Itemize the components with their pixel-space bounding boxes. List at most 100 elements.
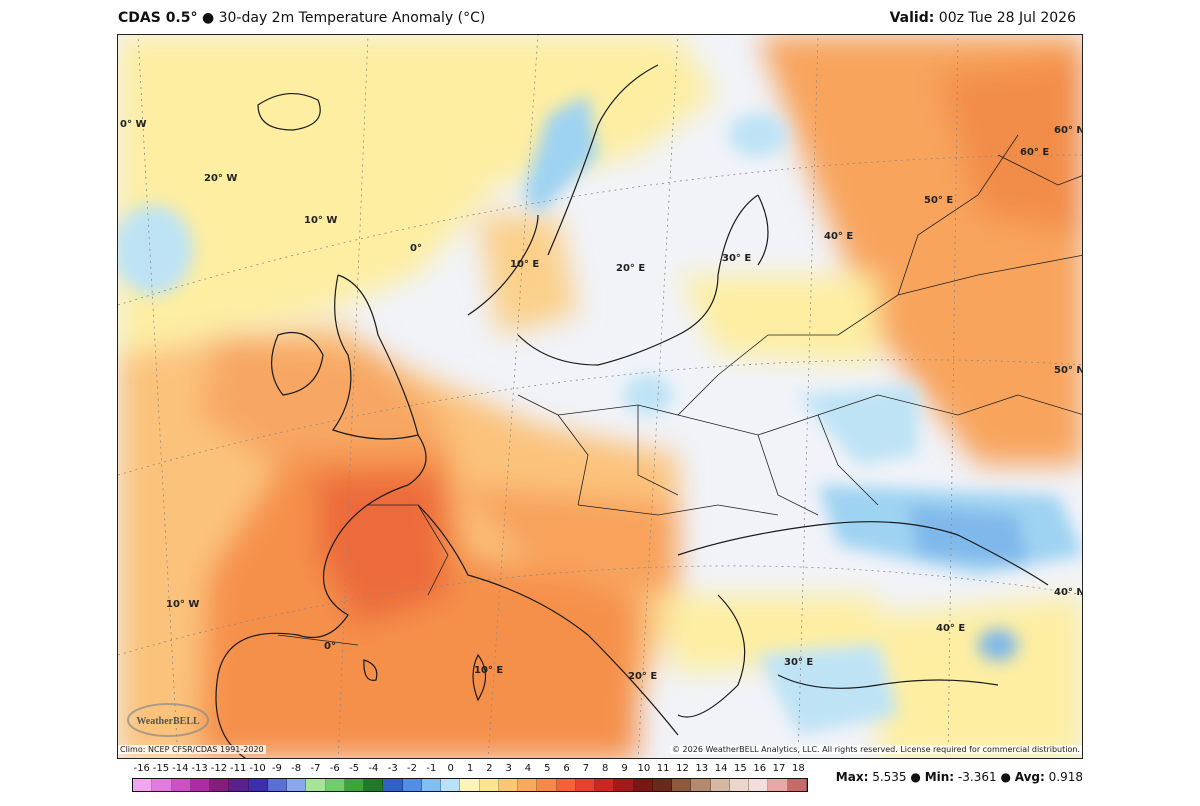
valid-time: Valid: 00z Tue 28 Jul 2026 [890,10,1076,26]
min-value: -3.361 [957,770,997,784]
lat-label: 40° N [1054,587,1083,598]
lon-label: 20° E [616,263,646,274]
colorbar-swatch [479,779,499,791]
valid-time-value: 00z Tue 28 Jul 2026 [938,10,1076,26]
anomaly-shading [118,35,1082,758]
colorbar-swatch [152,779,172,791]
colorbar-tick-label: -5 [349,763,360,774]
colorbar-tick-label: 2 [486,763,493,774]
logo-text: WeatherBELL [136,716,200,727]
lon-label: 60° E [1020,147,1050,158]
anomaly-map: 0° W 20° W 10° W 0° 10° E 20° E 30° E 40… [117,34,1083,759]
colorbar-tick-label: -10 [249,763,266,774]
model-name: CDAS 0.5° [118,10,198,26]
colorbar-swatch [441,779,461,791]
colorbar-tick-label: 9 [621,763,628,774]
colorbar-tick-label: 12 [676,763,689,774]
colorbar: -16 -15 -14 -13 -12 -11 -10 -9 -8 -7 -6 -5 -4 -3 -2 -1 0… [132,763,808,792]
colorbar-tick-label: 8 [602,763,609,774]
country-borders [277,134,1082,646]
colorbar-swatch [537,779,557,791]
graticule [118,35,1082,758]
colorbar-tick-label: -2 [407,763,418,774]
colorbar-tick-label: 15 [734,763,747,774]
lon-label: 40° E [824,231,854,242]
avg-value: 0.918 [1048,770,1083,784]
lat-label: 50° N [1054,365,1083,376]
colorbar-swatch [498,779,518,791]
field-stats: Max: 5.535 ● Min: -3.361 ● Avg: 0.918 [835,770,1083,784]
lon-label: 50° E [924,195,954,206]
map-canvas [118,35,1082,758]
colorbar-tick-label: 1 [466,763,474,774]
weatherbell-logo: WeatherBELL [124,700,212,740]
colorbar-tick-label: -9 [271,763,282,774]
colorbar-tick-label: -8 [291,763,302,774]
colorbar-swatch [518,779,538,791]
lon-label: 40° E [936,623,966,634]
lon-label: 20° E [628,671,658,682]
colorbar-tick-label: -1 [426,763,437,774]
colorbar-tick-label: 11 [656,763,670,774]
colorbar-tick-label: 16 [753,763,767,774]
map-title: CDAS 0.5° ● 30-day 2m Temperature Anomal… [118,10,485,26]
lon-label: 30° E [784,657,814,668]
colorbar-swatch [710,779,730,791]
colorbar-swatch [768,779,788,791]
colorbar-swatch [229,779,249,791]
colorbar-swatch [729,779,749,791]
colorbar-tick-label: -3 [387,763,398,774]
colorbar-swatch [595,779,615,791]
colorbar-tick-label: 0 [447,763,454,774]
lon-label: 10° W [166,599,200,610]
avg-label: Avg: [1014,770,1045,784]
colorbar-swatch [633,779,653,791]
colorbar-swatch [672,779,692,791]
colorbar-swatch [171,779,191,791]
colorbar-swatch [556,779,576,791]
lon-label: 20° W [204,173,238,184]
colorbar-swatch [691,779,711,791]
colorbar-swatches [132,778,808,792]
colorbar-swatch [749,779,769,791]
lon-label: 10° E [474,665,504,676]
colorbar-tick-label: -4 [368,763,379,774]
lon-label: 10° W [304,215,338,226]
lon-label: 10° E [510,259,540,270]
colorbar-swatch [325,779,345,791]
colorbar-swatch [575,779,595,791]
product-title: ● 30-day 2m Temperature Anomaly (°C) [201,10,486,26]
colorbar-tick-label: 3 [505,763,512,774]
coastlines [215,64,1049,758]
colorbar-swatch [133,779,153,791]
lon-label: 30° E [722,253,752,264]
lon-label: 0° [324,641,336,652]
min-label: Min: [924,770,955,784]
colorbar-tick-label: 10 [637,763,651,774]
colorbar-tick-label: -15 [152,763,170,774]
valid-label: Valid: [889,10,935,26]
colorbar-tick-label: 6 [563,763,570,774]
colorbar-tick-label: -6 [329,763,340,774]
colorbar-swatch [787,779,807,791]
colorbar-tick-label: -7 [310,763,321,774]
max-value: 5.535 [872,770,907,784]
colorbar-swatch [287,779,307,791]
colorbar-tick-label: -14 [172,763,189,774]
colorbar-tick-label: 5 [544,763,551,774]
colorbar-swatch [248,779,268,791]
colorbar-tick-label: 4 [524,763,532,774]
colorbar-swatch [364,779,384,791]
colorbar-tick-label: -12 [210,763,228,774]
colorbar-swatch [614,779,634,791]
max-label: Max: [835,770,869,784]
colorbar-tick-label: 13 [695,763,709,774]
colorbar-swatch [652,779,672,791]
climatology-note: Climo: NCEP CFSR/CDAS 1991-2020 [118,745,266,754]
lat-label: 60° N [1054,125,1083,136]
colorbar-swatch [190,779,210,791]
colorbar-swatch [306,779,326,791]
colorbar-swatch [267,779,287,791]
lon-label: 0° W [120,119,147,130]
colorbar-swatch [402,779,422,791]
